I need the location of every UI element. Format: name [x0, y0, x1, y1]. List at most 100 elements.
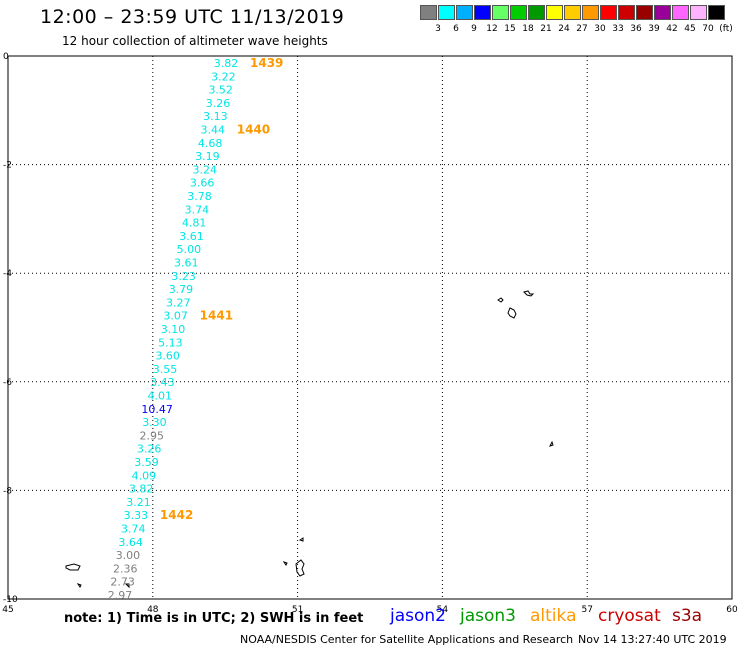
wave-height-value: 3.44 [201, 124, 226, 137]
legend-label: 15 [504, 24, 516, 34]
footer-note: note: 1) Time is in UTC; 2) SWH is in fe… [64, 611, 364, 626]
legend-label: 36 [630, 24, 642, 34]
island-outline [295, 559, 305, 577]
wave-height-value: 2.97 [108, 589, 133, 602]
axis-tick-labels: 45 48 51 54 57 60 0 -2 -4 -6 -8 -10 [2, 52, 738, 615]
legend-label: 45 [684, 24, 696, 34]
legend-label: 6 [453, 24, 459, 34]
legend-label: 3 [435, 24, 441, 34]
legend-swatch [690, 5, 707, 20]
legend-swatch [438, 5, 455, 20]
wave-height-value: 4.68 [198, 137, 223, 150]
legend-label: 9 [471, 24, 477, 34]
legend-label: 27 [576, 24, 588, 34]
legend-label: 42 [666, 24, 678, 34]
island-outline [507, 307, 517, 319]
legend-label: 33 [612, 24, 624, 34]
legend-swatch [528, 5, 545, 20]
wave-height-value: 3.59 [134, 456, 159, 469]
pass-time-label: 1441 [200, 309, 233, 323]
lon-tick-label: 54 [437, 605, 449, 615]
wave-height-value: 4.81 [182, 217, 207, 230]
wave-height-value: 3.21 [126, 496, 151, 509]
lon-tick-label: 60 [726, 605, 738, 615]
satellite-name-altika: altika [530, 606, 577, 626]
island-outline [549, 440, 554, 447]
legend-swatch [654, 5, 671, 20]
wave-height-value: 3.74 [185, 203, 210, 216]
credit-text: NOAA/NESDIS Center for Satellite Applica… [240, 633, 574, 646]
satellite-name-cryosat: cryosat [598, 606, 661, 626]
map-grid [7, 55, 733, 600]
wave-height-value: 3.82 [129, 483, 154, 496]
lon-tick-label: 48 [147, 605, 159, 615]
wave-height-value: 3.26 [137, 443, 162, 456]
island-outline [124, 583, 130, 589]
satellite-name-jason3: jason3 [460, 606, 516, 626]
legend-swatch [636, 5, 653, 20]
island-outline [298, 537, 304, 542]
wave-height-value: 3.10 [161, 323, 186, 336]
map-subtitle: 12 hour collection of altimeter wave hei… [62, 34, 328, 48]
pass-time-label: 1439 [250, 56, 283, 70]
wave-height-value: 3.30 [142, 416, 167, 429]
legend-swatch [564, 5, 581, 20]
wave-height-value: 3.79 [169, 283, 194, 296]
wave-height-value: 3.33 [124, 509, 149, 522]
legend-swatch [618, 5, 635, 20]
satellite-track: 3.823.223.523.263.133.444.683.193.243.66… [108, 56, 284, 602]
legend-swatch [456, 5, 473, 20]
legend-swatch [600, 5, 617, 20]
legend-label: 24 [558, 24, 570, 34]
wave-height-value: 3.22 [211, 70, 236, 83]
wave-height-value: 3.27 [166, 296, 191, 309]
wave-height-value: 3.66 [190, 177, 215, 190]
wave-height-value: 3.74 [121, 523, 146, 536]
legend-swatch [492, 5, 509, 20]
wave-height-value: 5.13 [158, 336, 183, 349]
wave-height-value: 2.73 [110, 576, 135, 589]
legend-label: (ft) [719, 24, 733, 34]
lon-tick-label: 57 [581, 605, 592, 615]
legend-label: 12 [486, 24, 498, 34]
lat-tick-label: -10 [3, 595, 18, 605]
wave-height-value: 3.00 [116, 549, 141, 562]
land-features [65, 290, 554, 589]
map-title: 12:00 – 23:59 UTC 11/13/2019 [40, 6, 345, 28]
wave-height-value: 4.01 [148, 390, 173, 403]
wave-height-value: 2.36 [113, 562, 138, 575]
legend-swatch [546, 5, 563, 20]
wave-height-value: 3.60 [155, 350, 180, 363]
wave-height-value: 5.00 [177, 243, 202, 256]
satellite-name-jason2: jason2 [390, 606, 446, 626]
lat-tick-label: -6 [3, 378, 12, 388]
lon-tick-label: 51 [292, 605, 303, 615]
lat-tick-label: 0 [3, 52, 9, 62]
wave-height-value: 3.07 [163, 310, 188, 323]
island-outline [282, 561, 288, 566]
pass-time-label: 1442 [160, 508, 193, 522]
legend-swatch [672, 5, 689, 20]
legend-label: 70 [702, 24, 714, 34]
lon-tick-label: 45 [2, 605, 13, 615]
satellite-name-s3a: s3a [672, 606, 703, 626]
legend-swatch [420, 5, 437, 20]
island-outline [76, 583, 82, 588]
legend-swatch [582, 5, 599, 20]
wave-height-value: 3.64 [118, 536, 143, 549]
wave-height-value: 3.61 [174, 257, 199, 270]
wave-height-value: 3.78 [187, 190, 212, 203]
wave-height-value: 3.55 [153, 363, 178, 376]
wave-height-value: 3.52 [208, 84, 233, 97]
wave-height-value: 3.19 [195, 150, 220, 163]
wave-height-value: 2.95 [140, 429, 165, 442]
wave-height-value: 3.82 [214, 57, 239, 70]
pass-time-label: 1440 [237, 123, 270, 137]
lat-tick-label: -2 [3, 161, 12, 171]
wave-height-value: 3.24 [193, 163, 218, 176]
wave-height-value: 10.47 [141, 403, 173, 416]
legend-label: 21 [540, 24, 552, 34]
island-outline [65, 563, 81, 571]
lat-tick-label: -4 [3, 269, 12, 279]
